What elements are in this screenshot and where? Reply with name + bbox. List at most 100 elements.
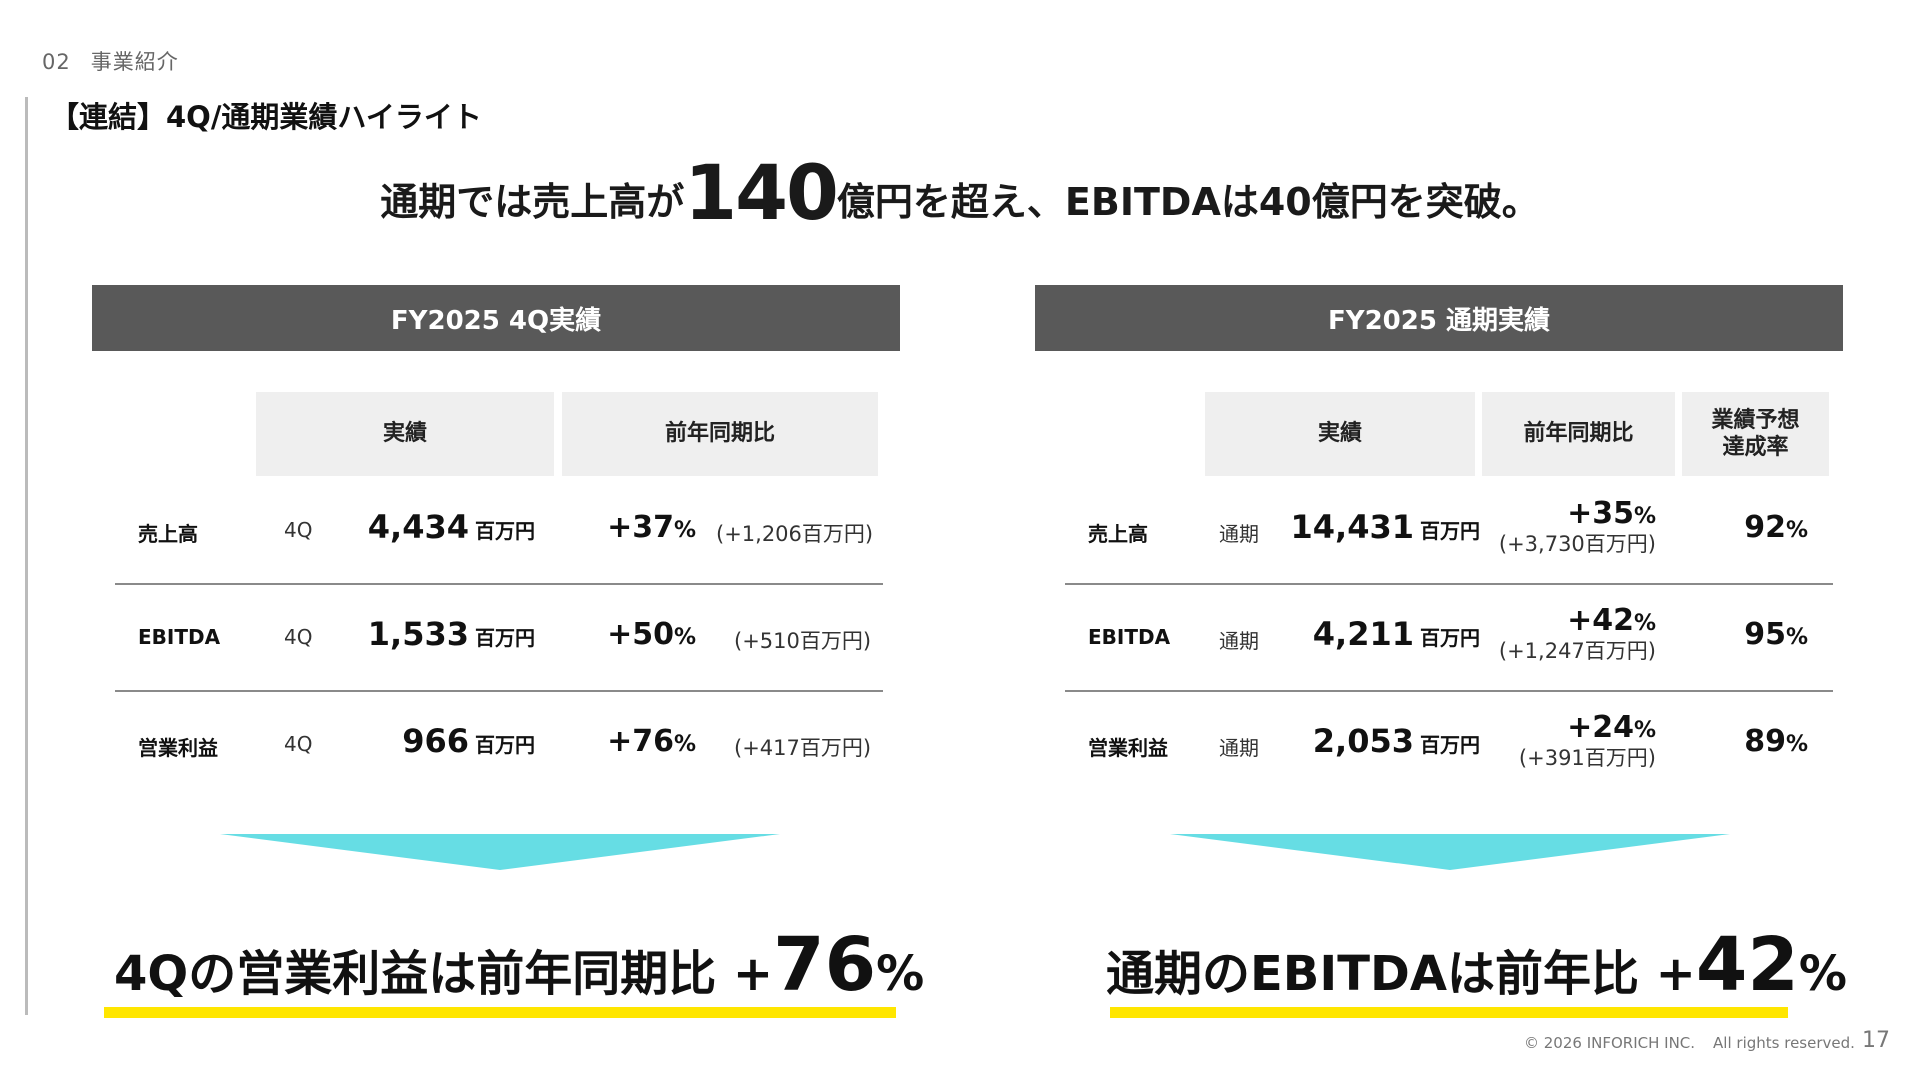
value-number: 966 <box>402 722 469 760</box>
value-number: 14,431 <box>1290 508 1414 546</box>
achievement-header-line1: 業績予想 <box>1711 407 1800 433</box>
row-label: 売上高 <box>138 522 198 546</box>
row-diff: (+1,206百万円) <box>716 522 874 546</box>
summary-4q: 4Qの営業利益は前年同期比 +76% <box>114 922 924 1008</box>
column-header-yoy: 前年同期比 <box>1482 392 1675 476</box>
row-yoy: +35% (+3,730百万円) <box>1480 496 1656 556</box>
column-header-achievement: 業績予想 達成率 <box>1682 392 1829 476</box>
value-number: 1,533 <box>367 615 469 653</box>
row-value: 4,211 百万円 <box>1270 615 1480 653</box>
summary-fy-percent: % <box>1798 946 1847 1002</box>
page-number: 17 <box>1862 1028 1890 1053</box>
value-unit: 百万円 <box>475 626 535 650</box>
row-period: 4Q <box>284 625 313 649</box>
summary-fy-text: 通期のEBITDAは前年比 + <box>1106 946 1696 1002</box>
arrow-down-icon <box>1170 834 1730 870</box>
row-period: 4Q <box>284 732 313 756</box>
value-unit: 百万円 <box>1420 626 1480 650</box>
row-period: 通期 <box>1219 522 1259 546</box>
row-value: 2,053 百万円 <box>1270 722 1480 760</box>
achievement-percent: % <box>1785 625 1808 650</box>
footer-copyright: © 2026 INFORICH INC. All rights reserved. <box>1524 1034 1855 1052</box>
value-unit: 百万円 <box>1420 519 1480 543</box>
summary-4q-text: 4Qの営業利益は前年同期比 + <box>114 946 774 1002</box>
row-label: EBITDA <box>138 625 221 649</box>
achievement-percent: % <box>1785 732 1808 757</box>
row-achievement: 95% <box>1720 617 1808 652</box>
value-number: 4,211 <box>1312 615 1414 653</box>
section-label: 02 事業紹介 <box>42 46 179 76</box>
achievement-percent: % <box>1785 518 1808 543</box>
row-yoy: +76% <box>580 724 696 759</box>
section-name: 事業紹介 <box>90 50 179 74</box>
row-label: 営業利益 <box>1088 736 1168 760</box>
row-label: EBITDA <box>1088 625 1171 649</box>
achievement-header-line2: 達成率 <box>1722 435 1789 460</box>
row-achievement: 92% <box>1720 510 1808 545</box>
row-diff: (+510百万円) <box>734 629 872 653</box>
column-header-yoy: 前年同期比 <box>562 392 878 476</box>
yoy-number: +37 <box>607 510 674 545</box>
row-diff: (+3,730百万円) <box>1498 531 1656 556</box>
highlight-underline <box>104 1007 896 1018</box>
achievement-number: 89 <box>1744 724 1786 759</box>
headline: 通期では売上高が140億円を超え、EBITDAは40億円を突破。 <box>0 148 1920 237</box>
row-value: 4,434 百万円 <box>340 508 535 546</box>
summary-fy: 通期のEBITDAは前年比 +42% <box>1106 922 1847 1008</box>
panel-fy: FY2025 通期実績 <box>1035 285 1843 351</box>
row-yoy: +24% (+391百万円) <box>1480 710 1656 770</box>
summary-fy-big-number: 42 <box>1695 922 1799 1008</box>
value-number: 4,434 <box>367 508 469 546</box>
row-period: 4Q <box>284 518 313 542</box>
yoy-number: +76 <box>607 724 674 759</box>
headline-pre: 通期では売上高が <box>380 180 685 224</box>
arrow-down-icon <box>220 834 780 870</box>
row-label: 営業利益 <box>138 736 218 760</box>
summary-4q-percent: % <box>876 946 925 1002</box>
yoy-percent: % <box>1633 504 1656 529</box>
yoy-percent: % <box>673 732 696 757</box>
row-period: 通期 <box>1219 629 1259 653</box>
headline-post: 億円を超え、EBITDAは40億円を突破。 <box>836 180 1540 224</box>
headline-big-number: 140 <box>684 148 839 237</box>
row-label: 売上高 <box>1088 522 1148 546</box>
yoy-percent: % <box>1633 611 1656 636</box>
section-number: 02 <box>42 50 71 74</box>
row-value: 1,533 百万円 <box>340 615 535 653</box>
row-diff: (+391百万円) <box>1518 745 1656 770</box>
column-header-actual: 実績 <box>1205 392 1475 476</box>
slide-title: 【連結】4Q/通期業績ハイライト <box>50 100 482 134</box>
row-yoy: +50% <box>580 617 696 652</box>
yoy-number: +35 <box>1567 496 1634 531</box>
rights-text: All rights reserved. <box>1713 1034 1855 1052</box>
copyright-text: © 2026 INFORICH INC. <box>1524 1034 1696 1052</box>
row-achievement: 89% <box>1720 724 1808 759</box>
yoy-number: +24 <box>1567 710 1634 745</box>
achievement-number: 92 <box>1744 510 1786 545</box>
value-unit: 百万円 <box>1420 733 1480 757</box>
left-accent-rule <box>25 97 28 1015</box>
row-divider <box>115 690 883 692</box>
row-value: 966 百万円 <box>340 722 535 760</box>
row-divider <box>115 583 883 585</box>
row-divider <box>1065 690 1833 692</box>
yoy-percent: % <box>1633 718 1656 743</box>
value-unit: 百万円 <box>475 733 535 757</box>
column-header-actual: 実績 <box>256 392 554 476</box>
achievement-number: 95 <box>1744 617 1786 652</box>
row-period: 通期 <box>1219 736 1259 760</box>
panel-fy-header: FY2025 通期実績 <box>1035 285 1843 351</box>
row-yoy: +42% (+1,247百万円) <box>1480 603 1656 663</box>
yoy-percent: % <box>673 518 696 543</box>
summary-4q-big-number: 76 <box>773 922 877 1008</box>
value-unit: 百万円 <box>475 519 535 543</box>
yoy-number: +42 <box>1567 603 1634 638</box>
panel-4q-header: FY2025 4Q実績 <box>92 285 900 351</box>
value-number: 2,053 <box>1312 722 1414 760</box>
yoy-number: +50 <box>607 617 674 652</box>
yoy-percent: % <box>673 625 696 650</box>
row-yoy: +37% <box>580 510 696 545</box>
row-diff: (+417百万円) <box>734 736 872 760</box>
row-diff: (+1,247百万円) <box>1498 638 1656 663</box>
row-value: 14,431 百万円 <box>1270 508 1480 546</box>
